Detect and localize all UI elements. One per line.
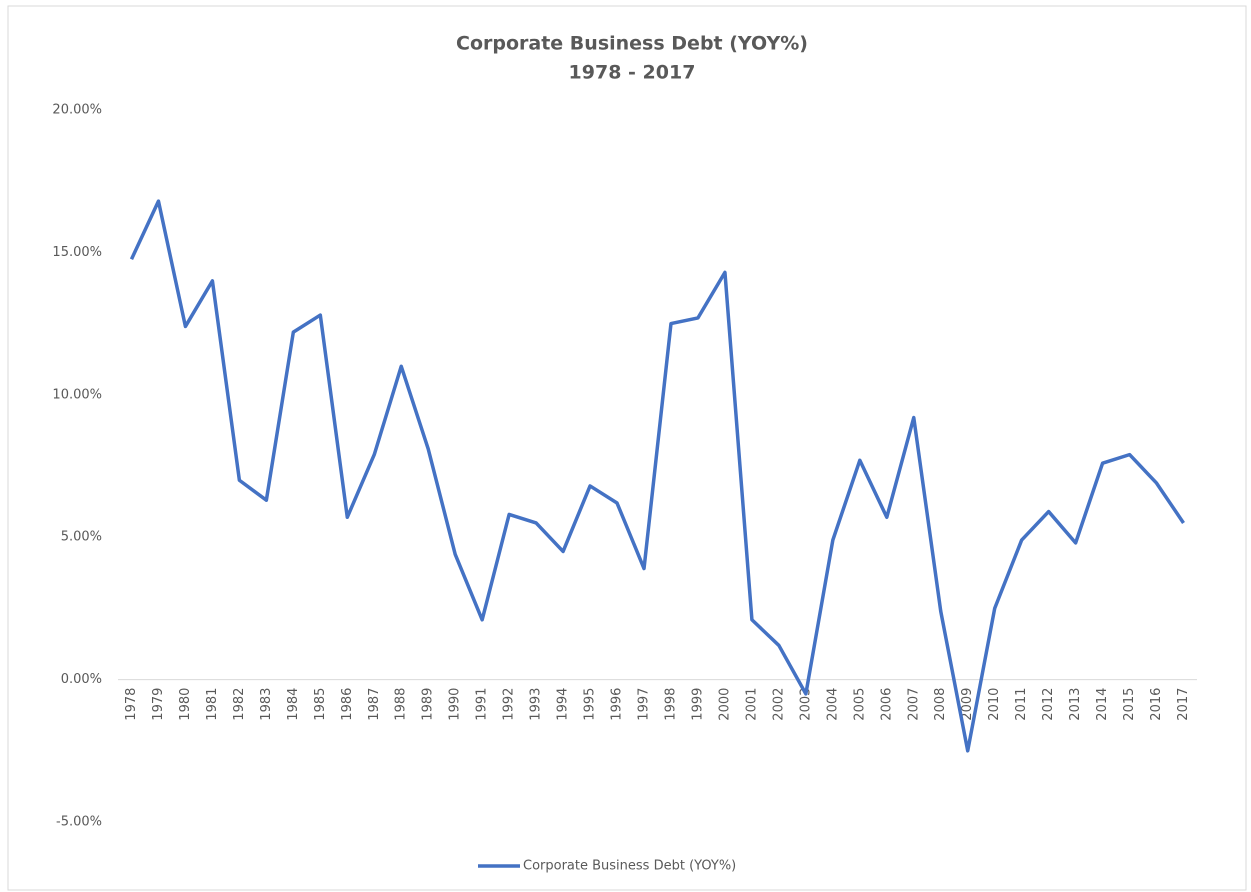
x-tick-label: 1988: [394, 688, 409, 721]
y-tick-label: 10.00%: [52, 387, 102, 402]
x-tick-label: 1998: [663, 688, 678, 721]
x-tick-label: 2011: [1014, 688, 1029, 721]
y-tick-label: 20.00%: [52, 103, 102, 118]
x-tick-label: 1984: [286, 688, 301, 721]
x-tick-label: 1979: [151, 688, 166, 721]
legend-label: Corporate Business Debt (YOY%): [523, 859, 736, 874]
y-tick-label: 5.00%: [61, 530, 102, 545]
x-tick-label: 2002: [771, 688, 786, 721]
x-tick-label: 2014: [1095, 688, 1110, 721]
x-tick-label: 2013: [1068, 688, 1083, 721]
x-tick-label: 2015: [1122, 688, 1137, 721]
x-tick-label: 1992: [502, 688, 517, 721]
y-tick-label: 0.00%: [61, 672, 102, 687]
x-tick-label: 1991: [475, 688, 490, 721]
x-tick-label: 2006: [879, 688, 894, 721]
chart-frame: [7, 5, 1247, 891]
x-tick-label: 1995: [583, 688, 598, 721]
x-tick-label: 2000: [717, 688, 732, 721]
x-tick-label: 1989: [421, 688, 436, 721]
x-tick-label: 2001: [744, 688, 759, 721]
x-tick-label: 2012: [1041, 688, 1056, 721]
x-tick-label: 1985: [313, 688, 328, 721]
x-tick-label: 2007: [906, 688, 921, 721]
x-tick-label: 1994: [556, 688, 571, 721]
x-tick-label: 1982: [232, 688, 247, 721]
x-tick-label: 2017: [1176, 688, 1191, 721]
x-tick-label: 1978: [124, 688, 139, 721]
x-tick-label: 2010: [987, 688, 1002, 721]
x-tick-label: 1987: [367, 688, 382, 721]
chart-subtitle: 1978 - 2017: [569, 62, 696, 84]
x-tick-label: 2009: [960, 688, 975, 721]
x-tick-label: 1993: [529, 688, 544, 721]
x-tick-label: 2004: [825, 688, 840, 721]
x-tick-label: 1981: [205, 688, 220, 721]
x-tick-label: 2008: [933, 688, 948, 721]
data-line: [129, 199, 1185, 753]
x-tick-label: 1999: [690, 688, 705, 721]
x-tick-label: 1983: [259, 688, 274, 721]
x-tick-label: 2003: [798, 688, 813, 721]
x-tick-label: 1990: [448, 688, 463, 721]
x-tick-label: 2016: [1149, 688, 1164, 721]
x-tick-label: 1996: [610, 688, 625, 721]
y-tick-label: -5.00%: [56, 815, 102, 830]
x-tick-label: 1986: [340, 688, 355, 721]
chart-title: Corporate Business Debt (YOY%): [456, 33, 808, 55]
x-tick-label: 2005: [852, 688, 867, 721]
x-tick-label: 1980: [178, 688, 193, 721]
y-tick-label: 15.00%: [52, 245, 102, 260]
x-tick-label: 1997: [637, 688, 652, 721]
